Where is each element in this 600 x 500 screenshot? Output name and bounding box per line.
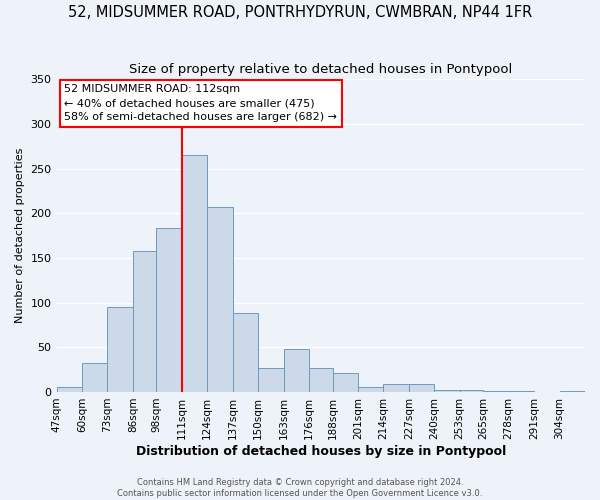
Bar [133, 251, 157, 392]
Text: 52, MIDSUMMER ROAD, PONTRHYDYRUN, CWMBRAN, NP44 1FR: 52, MIDSUMMER ROAD, PONTRHYDYRUN, CWMBRA… [68, 5, 532, 20]
Bar [107, 307, 133, 392]
Bar [182, 156, 207, 392]
Bar [82, 364, 107, 392]
Bar [207, 207, 233, 392]
Bar [332, 373, 358, 392]
Bar [258, 368, 284, 392]
Bar [157, 228, 182, 392]
Bar [358, 388, 383, 392]
Bar [383, 384, 409, 392]
Bar [309, 368, 332, 392]
Title: Size of property relative to detached houses in Pontypool: Size of property relative to detached ho… [129, 62, 512, 76]
Text: Contains HM Land Registry data © Crown copyright and database right 2024.
Contai: Contains HM Land Registry data © Crown c… [118, 478, 482, 498]
Bar [434, 390, 460, 392]
Bar [56, 388, 82, 392]
Bar [409, 384, 434, 392]
Bar [483, 391, 509, 392]
Bar [284, 349, 309, 392]
Text: 52 MIDSUMMER ROAD: 112sqm
← 40% of detached houses are smaller (475)
58% of semi: 52 MIDSUMMER ROAD: 112sqm ← 40% of detac… [64, 84, 337, 122]
Bar [560, 391, 585, 392]
Bar [509, 391, 534, 392]
Bar [233, 314, 258, 392]
Bar [460, 390, 483, 392]
Y-axis label: Number of detached properties: Number of detached properties [15, 148, 25, 324]
X-axis label: Distribution of detached houses by size in Pontypool: Distribution of detached houses by size … [136, 444, 506, 458]
